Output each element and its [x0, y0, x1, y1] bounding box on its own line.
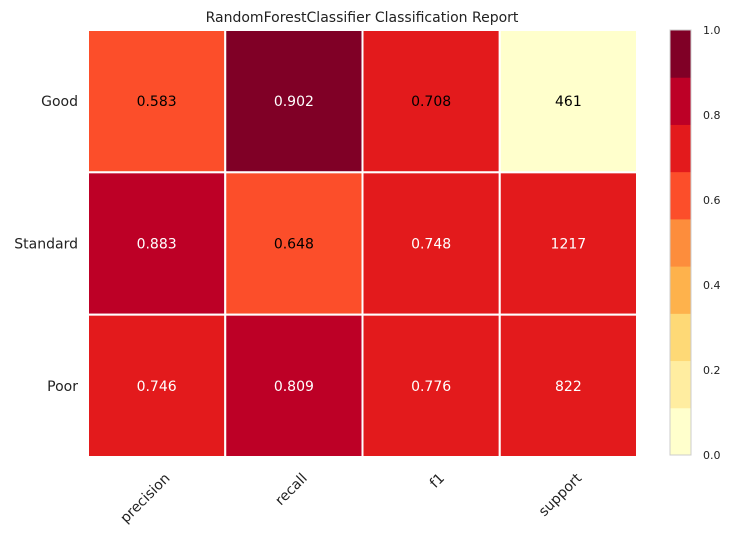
heatmap-cell-good-recall — [224, 29, 364, 174]
cell-value-standard-support: 1217 — [551, 237, 587, 253]
row-labels: Good Standard Poor — [14, 94, 78, 395]
colorbar-band — [670, 30, 691, 78]
cell-value-poor-f1: 0.776 — [411, 379, 451, 395]
heatmap-cell-standard-support — [498, 171, 638, 316]
row-label-standard: Standard — [14, 237, 78, 253]
row-label-good: Good — [41, 94, 78, 110]
column-labels: precision recall f1 support — [117, 470, 585, 526]
cell-value-good-recall: 0.902 — [274, 94, 314, 110]
cell-value-poor-recall: 0.809 — [274, 379, 314, 395]
cell-value-standard-f1: 0.748 — [411, 237, 451, 253]
cell-value-poor-precision: 0.746 — [137, 379, 177, 395]
colorbar-band — [670, 77, 691, 125]
colorbar-frame — [669, 29, 692, 456]
colorbar-band — [670, 407, 691, 456]
heatmap-cell-poor-f1 — [361, 313, 501, 458]
cell-value-standard-precision: 0.883 — [137, 237, 177, 253]
heatmap-cell-standard-recall — [224, 171, 364, 316]
colorbar-band — [670, 360, 691, 409]
colorbar-band — [670, 124, 691, 173]
cell-value-good-f1: 0.708 — [411, 94, 451, 110]
colorbar-tick-label: 0.4 — [703, 279, 721, 292]
column-label-f1: f1 — [427, 471, 448, 492]
heatmap-cell-good-support — [498, 29, 638, 174]
heatmap-cell-standard-f1 — [361, 171, 501, 316]
heatmap-cell-poor-recall — [224, 313, 364, 458]
chart-title: RandomForestClassifier Classification Re… — [206, 10, 519, 26]
heatmap-cell-poor-precision — [87, 313, 227, 458]
cell-value-standard-recall: 0.648 — [274, 237, 314, 253]
colorbar: 0.0 0.2 0.4 0.6 0.8 1.0 — [669, 24, 721, 462]
row-label-poor: Poor — [47, 379, 78, 395]
colorbar-band — [670, 171, 691, 220]
column-label-recall: recall — [272, 471, 310, 509]
colorbar-tick-label: 0.8 — [703, 109, 721, 122]
heatmap-cell-poor-support — [498, 313, 638, 458]
column-label-precision: precision — [117, 471, 173, 527]
colorbar-band — [670, 218, 691, 267]
colorbar-tick-label: 1.0 — [703, 24, 721, 37]
column-label-support: support — [536, 470, 586, 520]
colorbar-tick-label: 0.6 — [703, 194, 721, 207]
cell-value-good-support: 461 — [555, 94, 582, 110]
heatmap-cells — [87, 29, 638, 458]
cell-value-good-precision: 0.583 — [137, 94, 177, 110]
colorbar-band — [670, 266, 691, 314]
colorbar-tick-label: 0.0 — [703, 449, 721, 462]
heatmap-cell-labels: 0.583 0.902 0.708 461 0.883 0.648 0.748 1217 0.7… — [137, 94, 587, 395]
colorbar-tick-label: 0.2 — [703, 364, 721, 377]
cell-value-poor-support: 822 — [555, 379, 582, 395]
colorbar-band — [670, 313, 691, 362]
